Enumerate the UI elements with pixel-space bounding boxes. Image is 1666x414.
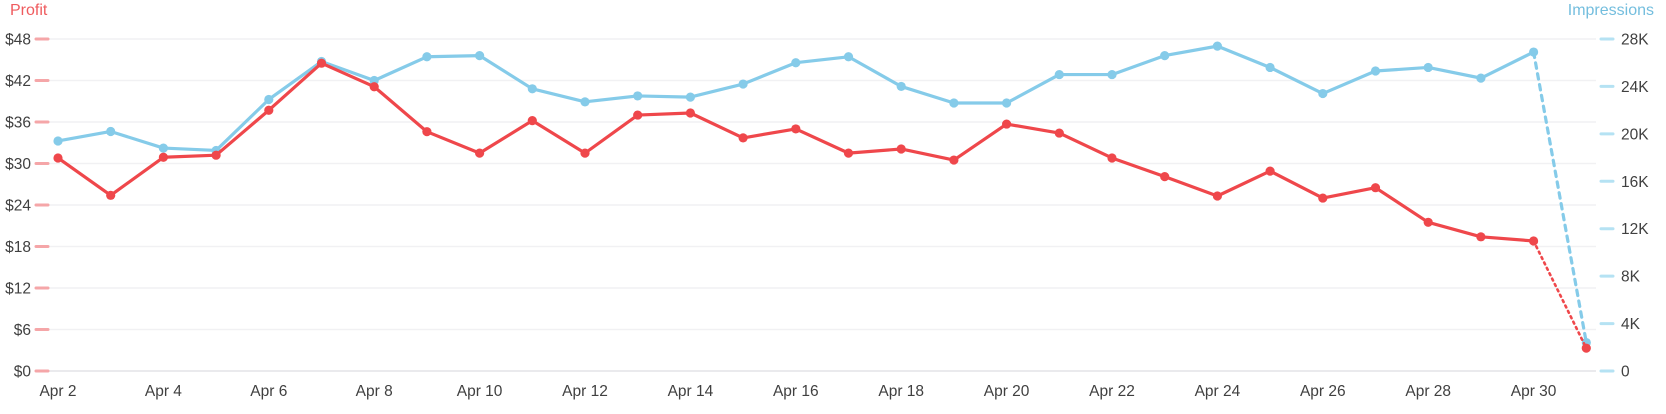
x-axis-label: Apr 20 [984,383,1030,400]
impressions-data-point[interactable] [1212,41,1222,51]
impressions-data-point[interactable] [1265,62,1275,73]
profit-data-point[interactable] [1529,236,1539,246]
impressions-data-point[interactable] [264,94,274,105]
profit-data-point[interactable] [949,155,959,165]
profit-data-point[interactable] [211,150,221,160]
right-axis-label: 12K [1621,221,1649,238]
profit-line-projected-segment [1532,239,1588,350]
right-axis-label: 20K [1621,126,1649,143]
profit-data-point[interactable] [1581,343,1591,353]
impressions-data-point[interactable] [422,52,432,62]
impressions-data-point[interactable] [685,92,696,102]
x-axis-label: Apr 10 [457,383,503,400]
x-axis-label: Apr 30 [1511,383,1557,400]
profit-data-point[interactable] [475,148,485,158]
x-axis-label: Apr 2 [39,383,76,400]
profit-data-point[interactable] [1476,232,1486,242]
profit-data-point[interactable] [1423,217,1433,227]
x-axis-label: Apr 12 [562,383,608,400]
right-axis-label: 4K [1621,316,1641,333]
right-axis-title: Impressions [1567,2,1654,19]
x-axis-label: Apr 22 [1089,383,1135,400]
profit-data-point[interactable] [369,82,379,92]
impressions-data-point[interactable] [1476,73,1486,83]
impressions-data-point[interactable] [527,84,537,94]
impressions-data-point[interactable] [843,52,854,62]
profit-data-point[interactable] [1107,153,1117,163]
profit-data-point[interactable] [1212,191,1222,201]
left-axis-label: $6 [14,322,31,339]
profit-data-point[interactable] [264,105,274,115]
right-axis-label: 24K [1621,79,1649,96]
profit-data-point[interactable] [633,110,643,120]
impressions-data-point[interactable] [1002,98,1012,108]
impressions-data-point[interactable] [580,97,590,107]
x-axis-label: Apr 6 [250,383,287,400]
profit-data-point[interactable] [1002,119,1012,129]
impressions-data-point[interactable] [896,81,906,92]
profit-data-point[interactable] [791,124,801,134]
left-axis-label: $36 [5,115,31,132]
impressions-data-point[interactable] [1423,62,1433,73]
profit-data-point[interactable] [896,144,906,154]
x-axis-label: Apr 24 [1195,383,1241,400]
impressions-data-point[interactable] [1160,51,1170,61]
profit-data-point[interactable] [527,116,537,126]
profit-data-point[interactable] [316,58,327,68]
profit-data-point[interactable] [158,152,168,162]
impressions-data-point[interactable] [1370,66,1381,76]
left-axis-label: $0 [14,364,32,381]
x-axis-label: Apr 4 [145,383,182,400]
profit-data-point[interactable] [53,153,63,163]
impressions-line-projected-segment [1531,50,1588,345]
impressions-data-point[interactable] [53,136,63,146]
x-axis-label: Apr 28 [1405,383,1451,400]
impressions-data-point[interactable] [791,58,801,68]
left-axis-label: $24 [5,198,31,215]
profit-data-point[interactable] [685,108,696,118]
impressions-data-point[interactable] [106,126,116,137]
profit-data-point[interactable] [580,148,590,158]
x-axis-label: Apr 8 [356,383,393,400]
x-axis-label: Apr 26 [1300,383,1346,400]
profit-data-point[interactable] [843,148,854,158]
impressions-data-point[interactable] [475,51,485,61]
profit-data-point[interactable] [1265,166,1275,176]
profit-data-point[interactable] [738,133,748,143]
left-axis-label: $42 [5,73,31,90]
profit-data-point[interactable] [1370,183,1381,193]
left-axis-label: $18 [5,239,31,256]
left-axis-title: Profit [10,2,48,19]
x-axis-label: Apr 14 [668,383,714,400]
profit-data-point[interactable] [1318,193,1328,203]
profit-data-point[interactable] [106,190,116,200]
impressions-data-point[interactable] [949,98,959,108]
impressions-data-point[interactable] [633,91,643,101]
right-axis-label: 0 [1621,364,1630,381]
x-axis-label: Apr 16 [773,383,819,400]
right-axis-label: 16K [1621,174,1649,191]
impressions-data-point[interactable] [1529,47,1539,57]
impressions-data-point[interactable] [1054,69,1064,80]
impressions-data-point[interactable] [1318,88,1328,99]
right-axis-label: 28K [1621,32,1649,49]
impressions-data-point[interactable] [1107,69,1117,80]
right-axis-label: 8K [1621,269,1641,286]
x-axis-label: Apr 18 [878,383,924,400]
left-axis-label: $30 [5,156,31,173]
impressions-data-point[interactable] [738,79,748,89]
left-axis-label: $12 [5,281,31,298]
profit-data-point[interactable] [1054,128,1064,138]
profit-data-point[interactable] [422,127,432,137]
left-axis-label: $48 [5,32,31,49]
impressions-data-point[interactable] [158,143,168,153]
profit-data-point[interactable] [1160,172,1170,182]
